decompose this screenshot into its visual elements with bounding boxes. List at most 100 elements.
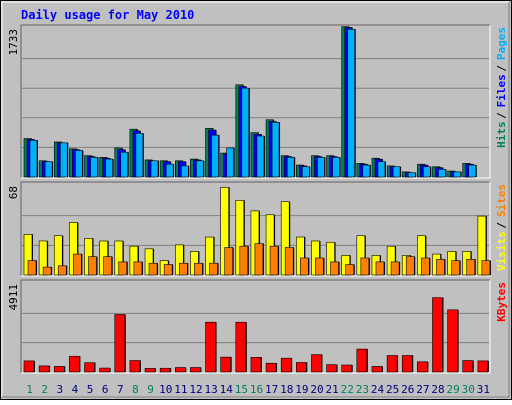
- bar-kbytes: [356, 348, 368, 373]
- bar-sites: [466, 258, 476, 276]
- bar-sites: [73, 253, 82, 276]
- x-tick-label: 3: [57, 383, 64, 396]
- bar-sites: [375, 261, 385, 276]
- bar-pages: [256, 135, 265, 178]
- panel-usage-edge-top-left: [20, 24, 490, 178]
- bar-kbytes: [401, 355, 413, 373]
- bar-sites: [436, 258, 445, 276]
- bar-sites: [133, 261, 143, 276]
- bar-sites: [163, 264, 173, 276]
- bar-sites: [269, 245, 279, 276]
- bar-sites: [118, 261, 128, 276]
- bar-pages: [302, 166, 310, 178]
- bar-kbytes: [235, 321, 247, 373]
- x-tick-label: 24: [371, 383, 385, 396]
- bar-pages: [211, 134, 219, 178]
- legend-separator: /: [495, 222, 508, 229]
- bar-kbytes: [462, 360, 474, 373]
- legend-separator: /: [495, 65, 508, 72]
- bar-kbytes: [477, 360, 489, 373]
- bar-sites: [88, 256, 97, 276]
- x-tick-label: 26: [401, 383, 414, 396]
- legend-sites: Sites: [495, 184, 508, 217]
- ymax-label-usage: 1733: [7, 29, 20, 56]
- legend-pages: Pages: [495, 27, 508, 60]
- bar-sites: [315, 257, 324, 276]
- bar-pages: [438, 169, 446, 178]
- bar-kbytes: [220, 356, 231, 373]
- bar-kbytes: [159, 367, 171, 373]
- bar-kbytes: [129, 360, 141, 373]
- panel-visits-edge-top-left: [20, 181, 490, 276]
- x-tick-label: 19: [295, 383, 308, 396]
- x-tick-label: 10: [159, 383, 172, 396]
- bar-kbytes: [296, 362, 307, 373]
- x-tick-label: 27: [416, 383, 429, 396]
- bar-kbytes: [69, 355, 80, 373]
- bar-pages: [150, 160, 159, 178]
- legend-usage: Pages / Files / Hits: [495, 27, 508, 148]
- bar-sites: [57, 265, 67, 276]
- x-tick-label: 12: [189, 383, 202, 396]
- legend-files: Files: [495, 74, 508, 107]
- bar-pages: [59, 142, 68, 178]
- bar-pages: [347, 28, 356, 178]
- bar-kbytes: [311, 354, 322, 373]
- legend-hits: Hits: [495, 121, 508, 147]
- legend-separator: /: [495, 112, 508, 119]
- x-tick-label: 29: [447, 383, 460, 396]
- bar-pages: [135, 133, 144, 178]
- bar-kbytes: [386, 355, 398, 373]
- bar-pages: [407, 172, 416, 178]
- x-tick-label: 21: [326, 383, 339, 396]
- x-tick-label: 5: [87, 383, 94, 396]
- bar-sites: [42, 266, 52, 276]
- x-tick-label: 17: [265, 383, 278, 396]
- bar-pages: [180, 165, 189, 178]
- legend-kbytes: KBytes: [495, 282, 508, 322]
- bar-kbytes: [326, 364, 337, 373]
- bar-kbytes: [38, 365, 50, 373]
- x-tick-label: 1: [26, 383, 33, 396]
- bar-pages: [241, 87, 250, 178]
- bar-sites: [254, 243, 264, 276]
- bar-sites: [300, 257, 309, 276]
- bar-pages: [196, 160, 204, 178]
- bar-sites: [148, 262, 158, 276]
- bar-pages: [392, 166, 401, 178]
- bar-pages: [120, 151, 129, 178]
- x-tick-label: 9: [147, 383, 154, 396]
- chart-title: Daily usage for May 2010: [21, 8, 194, 22]
- bar-kbytes: [84, 362, 95, 373]
- bar-pages: [29, 139, 38, 178]
- x-tick-label: 18: [280, 383, 293, 396]
- panel-kbytes-edge-top-left: [20, 279, 490, 373]
- bar-pages: [44, 161, 53, 178]
- bar-kbytes: [250, 357, 262, 373]
- bar-pages: [90, 157, 98, 178]
- bar-kbytes: [174, 367, 186, 373]
- frame-shadow: [2, 2, 510, 398]
- x-tick-label: 7: [117, 383, 124, 396]
- bar-kbytes: [205, 321, 216, 373]
- bar-pages: [377, 161, 386, 178]
- bar-pages: [105, 158, 113, 178]
- x-tick-label: 28: [431, 383, 444, 396]
- bar-pages: [468, 164, 477, 178]
- bar-sites: [27, 260, 37, 276]
- frame-highlight: [1, 1, 509, 397]
- bar-sites: [390, 261, 400, 276]
- bar-pages: [226, 147, 234, 178]
- bar-kbytes: [432, 297, 443, 373]
- bar-pages: [286, 157, 295, 178]
- bar-pages: [332, 157, 340, 178]
- bar-kbytes: [417, 361, 428, 373]
- ymax-label-kbytes: 4911: [7, 284, 20, 311]
- bar-pages: [271, 122, 280, 178]
- bar-sites: [451, 260, 460, 276]
- legend-kbytes: KBytes: [495, 282, 508, 322]
- bar-pages: [453, 171, 461, 178]
- bar-sites: [194, 262, 203, 276]
- legend-visits: Visits: [495, 231, 508, 271]
